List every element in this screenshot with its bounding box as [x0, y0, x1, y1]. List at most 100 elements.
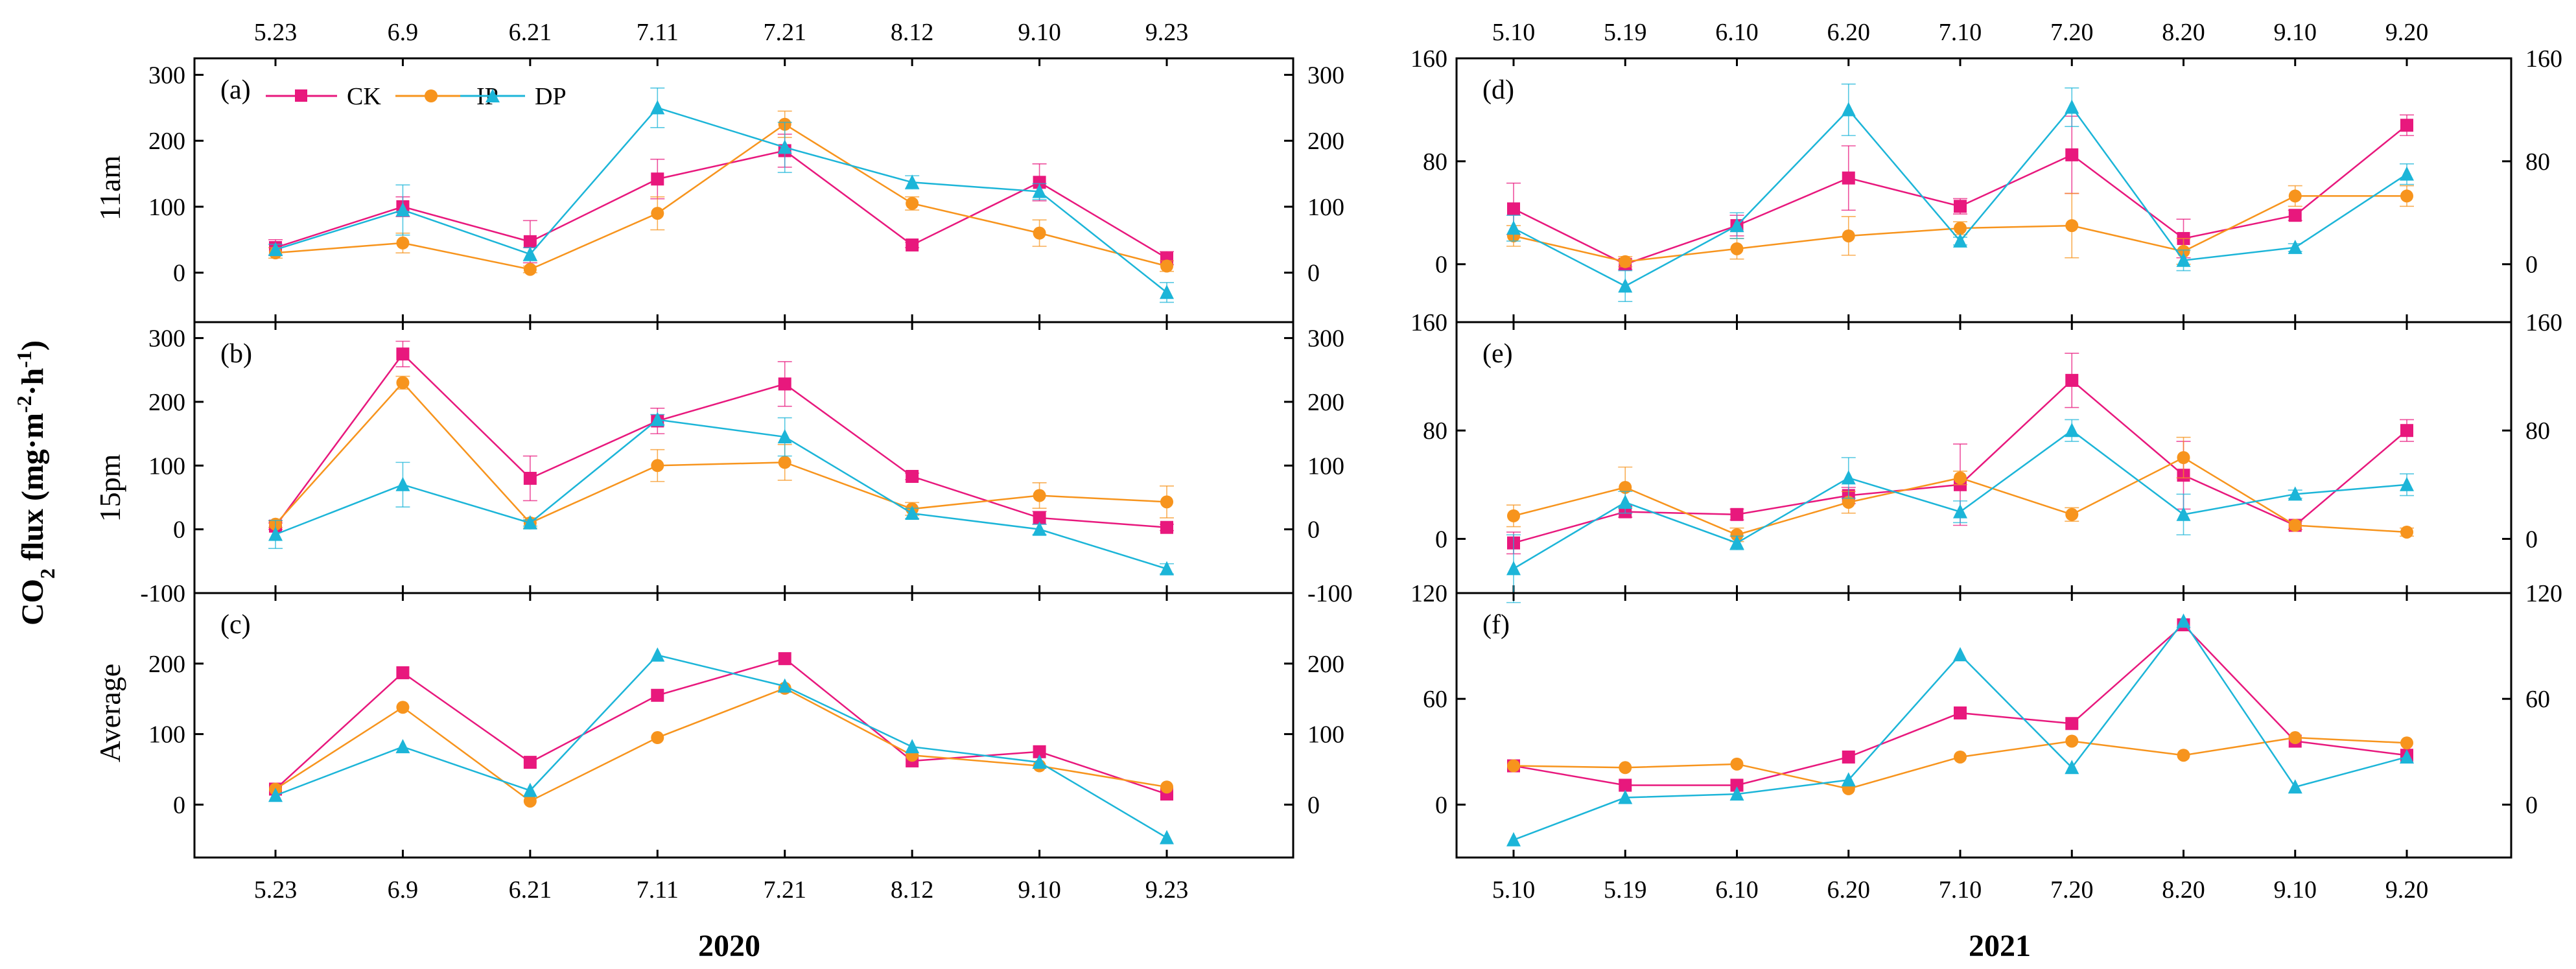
panel-a-point-ck: [1033, 176, 1046, 189]
panel-e-label: (e): [1482, 339, 1513, 369]
panel-b-ytick-label-left: 200: [148, 389, 185, 416]
panel-e-ytick-label-left: 160: [1411, 309, 1447, 336]
panel-f-xtick-label-bottom: 6.20: [1827, 876, 1871, 904]
legend-ip-marker: [425, 89, 438, 102]
panel-e-point-ip: [1507, 509, 1520, 522]
panel-c-point-ip: [651, 731, 664, 745]
panel-d-xtick-label-top: 5.10: [1492, 19, 1536, 46]
panel-a-point-dp: [1032, 183, 1047, 198]
panel-a-point-ip: [396, 236, 410, 250]
panel-f-series-ck: [1507, 618, 2413, 792]
panel-f-point-ip: [2065, 734, 2079, 748]
panel-a-line-dp: [275, 106, 1167, 294]
panel-f-point-ck: [1954, 706, 1967, 719]
panel-c-xtick-label-bottom: 7.21: [763, 876, 806, 904]
panel-f-point-dp: [1953, 647, 1967, 662]
panel-f-ytick-label-right: 120: [2525, 580, 2562, 607]
panel-b-point-ck: [778, 377, 791, 391]
panel-f-point-ck: [1842, 750, 1855, 764]
panel-f-xtick-label-bottom: 5.10: [1492, 876, 1536, 904]
panel-b-point-dp: [905, 506, 920, 520]
year-label-2021: 2021: [1969, 929, 2031, 963]
panel-d-point-dp: [1841, 102, 1856, 117]
panel-d-ytick-label-left: 160: [1411, 45, 1447, 73]
panel-f: 0 0 60 60 120 120 5.10 5.19 6.10 6.20 7.10 7.20 8.20…: [1411, 580, 2562, 904]
panel-f-ytick-label-left: 120: [1411, 580, 1447, 607]
panel-c-xtick-label-bottom: 9.10: [1018, 876, 1061, 904]
panel-f-xtick-label-bottom: 8.20: [2162, 876, 2205, 904]
panel-b-point-ip: [778, 456, 791, 469]
panel-b-point-ck: [1033, 511, 1046, 524]
panel-e-ytick-label-left: 0: [1435, 526, 1447, 553]
legend-ck-marker: [295, 89, 307, 102]
panel-c-point-ck: [778, 652, 791, 666]
panel-c-point-ip: [396, 701, 410, 714]
panel-e-ytick-label-right: 80: [2525, 417, 2550, 445]
panel-d-xtick-label-top: 8.20: [2162, 19, 2205, 46]
panel-a-ytick-label-left: 100: [148, 194, 185, 221]
panel-d-series-dp: [1506, 83, 2414, 303]
panel-d-point-dp: [1729, 218, 1744, 233]
panel-a-xtick-label-top: 9.23: [1145, 19, 1189, 46]
panel-e-series-dp: [1506, 419, 2414, 603]
panel-a-point-ip: [651, 207, 664, 220]
panel-c-point-dp: [905, 739, 920, 754]
panel-e-point-ip: [1842, 495, 1855, 509]
panel-b-point-dp: [395, 476, 410, 491]
panel-b-point-dp: [650, 412, 665, 426]
panel-d-point-dp: [2288, 239, 2302, 254]
panel-e-ytick-label-left: 80: [1423, 417, 1447, 445]
panel-d-point-dp: [1953, 233, 1967, 248]
panel-b-point-dp: [777, 429, 792, 444]
panel-a-ytick-label-right: 0: [1307, 260, 1320, 287]
panel-e-point-ck: [2400, 424, 2413, 438]
panel-f-point-ip: [1507, 759, 1520, 773]
panel-c-series-ck: [269, 652, 1173, 801]
panel-f-point-ip: [2288, 731, 2302, 745]
panel-f-xtick-label-bottom: 6.10: [1715, 876, 1759, 904]
panel-d-point-ck: [1507, 202, 1520, 216]
panel-a-point-dp: [268, 242, 283, 257]
panel-d-point-dp: [2176, 252, 2191, 267]
panel-a-ytick-label-left: 0: [173, 260, 185, 287]
panel-c-point-dp: [777, 678, 792, 693]
panel-f-ytick-label-right: 60: [2525, 686, 2550, 713]
panel-a-point-ip: [1160, 259, 1173, 273]
panel-d-point-ip: [2065, 219, 2079, 233]
panel-d-ytick-label-right: 0: [2525, 251, 2538, 279]
panel-d-xtick-label-top: 7.20: [2050, 19, 2094, 46]
panel-c-frame: [193, 592, 1294, 859]
row-label-11am: 11am: [93, 156, 126, 221]
panel-b-point-ck: [906, 470, 919, 484]
y-axis-label: CO2 flux (mg·m-2·h-1): [12, 340, 59, 625]
panel-c-point-dp: [1160, 830, 1174, 845]
panels-layer: 0 0 100 100 200 200 300 300 5.23 6.9 6.21 7.11 7.21 8…: [140, 19, 2562, 904]
panel-c-line-ip: [275, 687, 1167, 802]
panel-b-frame: [193, 321, 1294, 594]
panel-b-point-ip: [1033, 489, 1046, 502]
panel-a-ytick-label-left: 200: [148, 128, 185, 155]
panel-d-point-dp: [1618, 278, 1633, 293]
panel-e-point-dp: [1953, 504, 1967, 519]
panel-d-xtick-label-top: 6.20: [1827, 19, 1871, 46]
panel-f-frame: [1455, 592, 2512, 859]
panel-f-xtick-label-bottom: 5.19: [1604, 876, 1647, 904]
panel-e-point-ip: [1619, 480, 1632, 494]
panel-b-point-ip: [396, 376, 410, 390]
panel-f-point-dp: [1841, 772, 1856, 787]
panel-b-point-dp: [268, 526, 283, 541]
panel-b-point-dp: [1160, 561, 1174, 576]
ylabel-sup2: -1: [12, 351, 36, 368]
panel-d-point-ck: [2400, 119, 2413, 132]
panel-a: 0 0 100 100 200 200 300 300 5.23 6.9 6.21 7.11 7.21 8…: [148, 19, 1344, 323]
panel-a-point-dp: [395, 202, 410, 217]
ylabel-flux: flux (mg·m: [16, 413, 50, 568]
year-label-2020: 2020: [698, 929, 760, 963]
panel-d-xtick-label-top: 9.20: [2385, 19, 2429, 46]
panel-c-ytick-label-right: 100: [1307, 721, 1344, 749]
panel-c-ytick-label-right: 200: [1307, 651, 1344, 678]
panel-d-point-dp: [1506, 220, 1521, 235]
panel-c-xtick-label-bottom: 5.23: [254, 876, 298, 904]
legend-dp-label: DP: [535, 83, 567, 110]
